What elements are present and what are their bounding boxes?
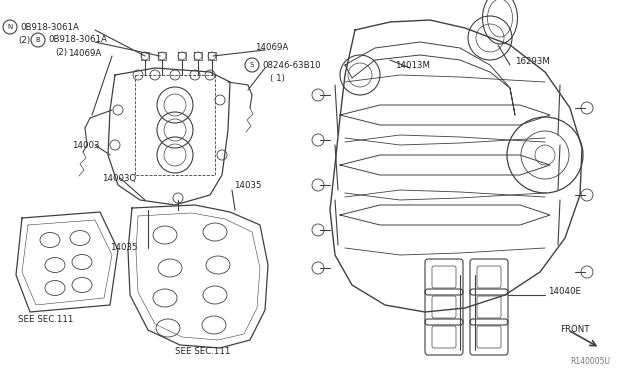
Text: 14035: 14035: [110, 244, 138, 253]
Text: 14069A: 14069A: [68, 48, 101, 58]
Text: 0B918-3061A: 0B918-3061A: [20, 22, 79, 32]
Text: 14069A: 14069A: [255, 44, 288, 52]
Text: SEE SEC.111: SEE SEC.111: [18, 315, 74, 324]
Text: 14003: 14003: [72, 141, 99, 150]
Text: 16293M: 16293M: [515, 58, 550, 67]
Text: FRONT: FRONT: [560, 326, 589, 334]
Text: 08246-63B10: 08246-63B10: [262, 61, 321, 70]
Text: N: N: [8, 24, 13, 30]
Text: 14013M: 14013M: [395, 61, 430, 70]
Text: (2): (2): [18, 35, 30, 45]
Text: R140005U: R140005U: [570, 357, 610, 366]
Text: 14035: 14035: [234, 180, 262, 189]
Text: S: S: [250, 62, 254, 68]
Text: 14003Q: 14003Q: [102, 173, 136, 183]
Text: (2): (2): [55, 48, 67, 58]
Text: 14040E: 14040E: [548, 288, 581, 296]
Text: 0B918-3061A: 0B918-3061A: [48, 35, 107, 45]
Text: ( 1): ( 1): [270, 74, 285, 83]
Text: SEE SEC.111: SEE SEC.111: [175, 347, 230, 356]
Text: B: B: [36, 37, 40, 43]
